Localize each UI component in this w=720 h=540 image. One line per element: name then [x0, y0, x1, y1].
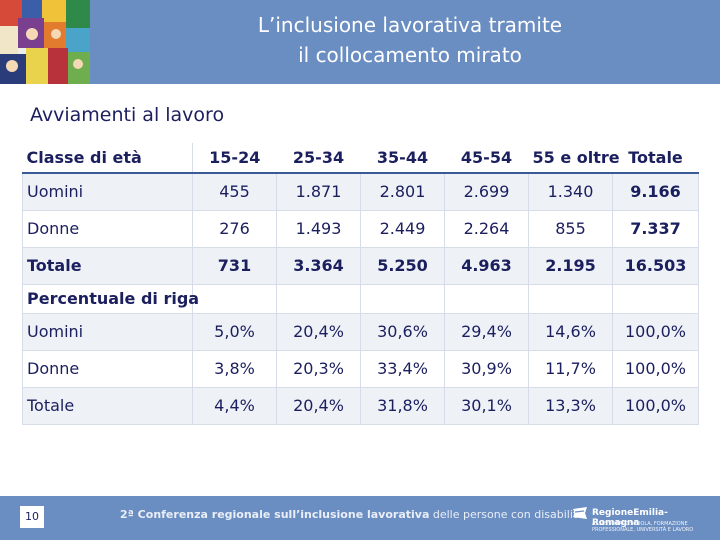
column-header: 45-54 — [444, 143, 529, 174]
table-header-row: Classe di età 15-24 25-34 35-44 45-54 55… — [22, 143, 699, 174]
page-title: L’inclusione lavorativa tramite il collo… — [110, 10, 710, 70]
conference-label-prefix: 2ª Conferenza regionale sull’inclusione … — [120, 508, 430, 521]
column-header: 35-44 — [360, 143, 445, 174]
title-line-2: il collocamento mirato — [298, 43, 522, 67]
section-label: Percentuale di riga — [22, 283, 199, 314]
table-cell: 455 — [192, 172, 277, 211]
table-row: Uomini 455 1.871 2.801 2.699 1.340 9.166 — [22, 172, 699, 211]
table-cell: 30,6% — [360, 312, 445, 351]
table-cell: 855 — [528, 209, 613, 248]
table-cell: 14,6% — [528, 312, 613, 351]
table-cell-total: 7.337 — [612, 209, 699, 248]
table-cell-empty — [612, 283, 699, 314]
table-cell-empty — [192, 283, 277, 314]
column-header: Totale — [612, 143, 699, 174]
table-cell: 2.264 — [444, 209, 529, 248]
section-subtitle: Avviamenti al lavoro — [30, 104, 225, 126]
table-cell: 13,3% — [528, 386, 613, 425]
table-cell: 2.801 — [360, 172, 445, 211]
table-cell: 100,0% — [612, 386, 699, 425]
logo-name: RegioneEmilia-Romagna — [592, 508, 668, 528]
table-cell: 2.449 — [360, 209, 445, 248]
row-label: Uomini — [22, 312, 193, 351]
table-cell: 4.963 — [444, 246, 529, 285]
table-cell-empty — [276, 283, 361, 314]
column-header: Classe di età — [22, 143, 193, 174]
table-cell: 2.195 — [528, 246, 613, 285]
table-cell: 731 — [192, 246, 277, 285]
table-cell-empty — [528, 283, 613, 314]
table-cell: 5.250 — [360, 246, 445, 285]
title-line-1: L’inclusione lavorativa tramite — [257, 13, 563, 37]
page-number: 10 — [20, 506, 44, 528]
table-row: Donne 276 1.493 2.449 2.264 855 7.337 — [22, 209, 699, 248]
footer-band — [0, 496, 720, 540]
table-cell: 2.699 — [444, 172, 529, 211]
table-cell: 30,9% — [444, 349, 529, 388]
table-cell-total: 9.166 — [612, 172, 699, 211]
column-header: 25-34 — [276, 143, 361, 174]
table-cell: 29,4% — [444, 312, 529, 351]
table-cell: 3.364 — [276, 246, 361, 285]
row-label: Totale — [22, 246, 193, 285]
row-label: Uomini — [22, 172, 193, 211]
header-band — [0, 0, 720, 84]
table-cell: 3,8% — [192, 349, 277, 388]
column-header: 55 e oltre — [528, 143, 620, 174]
header-collage-image — [0, 0, 90, 84]
logo-subtitle: ASSESSORATO SCUOLA, FORMAZIONE PROFESSIO… — [592, 521, 694, 533]
table-cell-empty — [444, 283, 529, 314]
table-row-total: Totale 731 3.364 5.250 4.963 2.195 16.50… — [22, 246, 699, 285]
table-cell: 30,1% — [444, 386, 529, 425]
section-row: Percentuale di riga — [22, 283, 699, 314]
row-label: Donne — [22, 349, 193, 388]
table-cell: 31,8% — [360, 386, 445, 425]
data-table: Classe di età 15-24 25-34 35-44 45-54 55… — [22, 143, 699, 425]
row-label: Donne — [22, 209, 193, 248]
region-logo: RegioneEmilia-Romagna ASSESSORATO SCUOLA… — [572, 500, 714, 536]
table-cell: 1.340 — [528, 172, 613, 211]
table-row: Totale 4,4% 20,4% 31,8% 30,1% 13,3% 100,… — [22, 386, 699, 425]
table-cell: 4,4% — [192, 386, 277, 425]
table-cell: 20,4% — [276, 312, 361, 351]
table-cell: 1.493 — [276, 209, 361, 248]
table-cell: 5,0% — [192, 312, 277, 351]
table-cell: 100,0% — [612, 349, 699, 388]
table-cell: 20,4% — [276, 386, 361, 425]
row-label: Totale — [22, 386, 193, 425]
table-cell-total: 16.503 — [612, 246, 699, 285]
table-cell: 276 — [192, 209, 277, 248]
column-header: 15-24 — [192, 143, 277, 174]
table-row: Donne 3,8% 20,3% 33,4% 30,9% 11,7% 100,0… — [22, 349, 699, 388]
table-cell-empty — [360, 283, 445, 314]
table-cell: 20,3% — [276, 349, 361, 388]
table-cell: 1.871 — [276, 172, 361, 211]
table-cell: 100,0% — [612, 312, 699, 351]
conference-label: 2ª Conferenza regionale sull’inclusione … — [120, 508, 584, 521]
table-cell: 33,4% — [360, 349, 445, 388]
region-logo-icon — [573, 507, 587, 519]
conference-label-suffix: delle persone con disabilità — [429, 508, 584, 521]
table-row: Uomini 5,0% 20,4% 30,6% 29,4% 14,6% 100,… — [22, 312, 699, 351]
table-cell: 11,7% — [528, 349, 613, 388]
